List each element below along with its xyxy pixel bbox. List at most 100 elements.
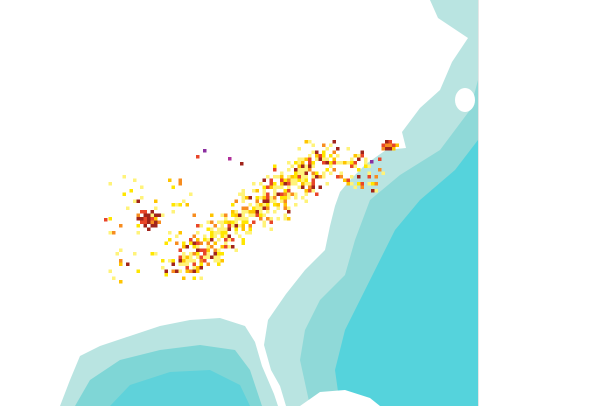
heat-cell <box>178 262 182 266</box>
cuba <box>300 390 380 406</box>
heat-cell <box>287 206 291 210</box>
heat-cell <box>182 255 186 259</box>
heat-cell <box>301 171 305 175</box>
heat-cell <box>269 178 273 182</box>
heat-cell <box>175 269 179 273</box>
heat-cell <box>385 147 389 151</box>
heat-cell <box>276 217 280 221</box>
heat-cell <box>206 252 210 256</box>
heat-cell <box>192 259 196 263</box>
heat-cell <box>185 255 189 259</box>
heat-cell <box>206 255 210 259</box>
heat-cell <box>196 238 200 242</box>
heat-cell <box>374 189 378 193</box>
heat-cell <box>346 161 350 165</box>
heat-cell <box>357 157 361 161</box>
heat-cell <box>228 157 232 161</box>
heat-cell <box>119 280 123 284</box>
heat-cell <box>213 248 217 252</box>
heat-cell <box>206 227 210 231</box>
heat-cell <box>336 154 340 158</box>
heat-cell <box>315 157 319 161</box>
atlantic-deep <box>335 140 478 406</box>
heat-cell <box>213 224 217 228</box>
heat-cell <box>104 218 108 222</box>
heat-cell <box>224 217 228 221</box>
heat-cell <box>119 224 123 228</box>
heat-cell <box>217 252 221 256</box>
heat-cell <box>185 269 189 273</box>
heat-cell <box>322 143 326 147</box>
heat-cell <box>259 210 263 214</box>
heat-cell <box>350 175 354 179</box>
heat-cell <box>238 192 242 196</box>
heat-cell <box>367 182 371 186</box>
heat-cell <box>262 203 266 207</box>
heat-cell <box>217 255 221 259</box>
heat-cell <box>192 245 196 249</box>
heat-cell <box>241 206 245 210</box>
heat-cell <box>353 161 357 165</box>
heat-cell <box>301 185 305 189</box>
heat-cell <box>294 171 298 175</box>
heat-cell <box>241 241 245 245</box>
heat-cell <box>252 220 256 224</box>
heat-cell <box>290 182 294 186</box>
heat-cell <box>269 227 273 231</box>
heat-cell <box>140 210 144 214</box>
heat-cell <box>252 213 256 217</box>
heat-cell <box>287 210 291 214</box>
heat-cell <box>325 182 329 186</box>
heat-cell <box>262 189 266 193</box>
heat-cell <box>290 192 294 196</box>
heat-cell <box>357 168 361 172</box>
heat-cell <box>304 168 308 172</box>
heat-cell <box>315 171 319 175</box>
heat-cell <box>304 199 308 203</box>
heat-cell <box>266 210 270 214</box>
heat-cell <box>234 199 238 203</box>
heat-cell <box>311 175 315 179</box>
heat-cell <box>248 210 252 214</box>
heat-cell <box>329 161 333 165</box>
heat-cell <box>227 227 231 231</box>
heat-cell <box>196 231 200 235</box>
heat-cell <box>353 164 357 168</box>
heat-cell <box>108 231 112 235</box>
heat-cell <box>346 182 350 186</box>
heat-cell <box>339 171 343 175</box>
heat-cell <box>112 276 116 280</box>
heat-cell <box>147 213 151 217</box>
heat-cell <box>245 206 249 210</box>
heat-cell <box>273 203 277 207</box>
heat-cell <box>343 161 347 165</box>
heat-cell <box>241 227 245 231</box>
heat-cell <box>276 192 280 196</box>
heat-cell <box>220 252 224 256</box>
heat-cell <box>343 178 347 182</box>
heat-cell <box>276 203 280 207</box>
heat-cell <box>318 185 322 189</box>
heat-cell <box>360 154 364 158</box>
heat-cell <box>290 175 294 179</box>
heat-cell <box>381 171 385 175</box>
heat-cell <box>304 157 308 161</box>
heat-cell <box>311 143 315 147</box>
heat-cell <box>311 182 315 186</box>
heat-cell <box>185 259 189 263</box>
heat-cell <box>332 140 336 144</box>
heat-cell <box>262 192 266 196</box>
heat-cell <box>322 171 326 175</box>
heat-cell <box>283 217 287 221</box>
heat-cell <box>154 224 158 228</box>
heat-cell <box>325 147 329 151</box>
heat-cell <box>154 220 158 224</box>
heat-cell <box>199 262 203 266</box>
heat-cell <box>241 217 245 221</box>
heat-cell <box>136 217 140 221</box>
heat-cell <box>315 175 319 179</box>
heat-cell <box>238 213 242 217</box>
heat-cell <box>178 178 182 182</box>
heat-cell <box>301 161 305 165</box>
heat-cell <box>308 168 312 172</box>
